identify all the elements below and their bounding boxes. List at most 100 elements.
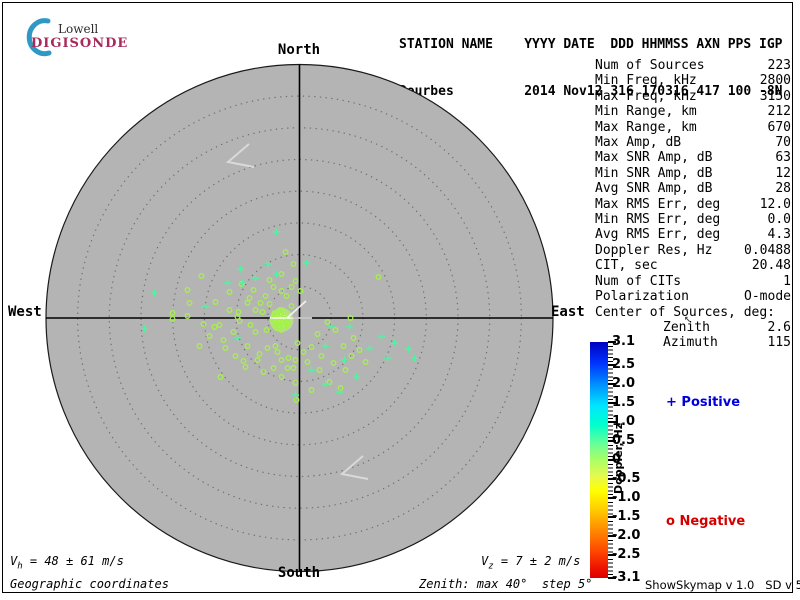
source-point-o <box>284 365 291 371</box>
colorbar-major-tick <box>608 341 616 343</box>
center-marker-line <box>286 300 307 319</box>
source-point-o <box>272 343 279 349</box>
logo-product: DIGISONDE <box>31 36 129 51</box>
source-point-+ <box>328 323 335 331</box>
stat-row: Num of Sources 223 <box>595 58 791 73</box>
source-point-o <box>326 379 333 385</box>
colorbar-major-tick <box>608 383 616 385</box>
source-point-o <box>273 325 280 331</box>
stat-label: Num of CITs <box>595 273 682 289</box>
source-point-+ <box>341 356 348 364</box>
source-point-+ <box>308 366 315 374</box>
source-point-+ <box>202 303 209 311</box>
source-point-o <box>260 369 267 375</box>
source-point-+ <box>273 270 280 278</box>
source-point-+ <box>273 228 280 236</box>
stat-row: Min SNR Amp, dB 12 <box>595 166 791 181</box>
source-point-o <box>242 364 249 370</box>
source-point-o <box>250 287 257 293</box>
source-point-o <box>200 321 207 327</box>
source-point-o <box>254 357 261 363</box>
stat-row: Zenith 2.6 <box>595 320 791 335</box>
source-point-o <box>276 307 283 313</box>
source-point-o <box>348 353 355 359</box>
colorbar-major-tick <box>608 421 616 423</box>
source-point-o <box>279 307 286 313</box>
source-point-+ <box>322 380 329 388</box>
stat-label: Min Range, km <box>595 104 697 120</box>
source-point-o <box>184 313 191 319</box>
source-point-o <box>288 284 295 290</box>
source-point-o <box>211 324 218 330</box>
lowell-digisonde-logo: Lowell DIGISONDE <box>10 8 127 57</box>
center-of-sources-marker <box>270 300 312 319</box>
source-point-o <box>257 300 264 306</box>
colorbar-major-tick <box>608 459 616 461</box>
mouse-cursor-icon: ↖ <box>684 311 692 325</box>
source-point-o <box>274 349 281 355</box>
stat-row: Avg RMS Err, deg 4.3 <box>595 227 791 242</box>
stat-row: Doppler Res, Hz 0.0488 <box>595 243 791 258</box>
colorbar-tick-label: 0.5 <box>612 432 636 448</box>
stat-label: Azimuth <box>663 335 718 351</box>
source-point-+ <box>151 289 158 297</box>
colorbar-major-tick <box>608 402 616 404</box>
source-point-+ <box>239 279 246 287</box>
stat-row: Polarization O-mode <box>595 289 791 304</box>
source-point-+ <box>391 339 398 347</box>
source-point-o <box>375 274 382 280</box>
stat-value: 4.3 <box>767 227 791 243</box>
source-point-o <box>226 289 233 295</box>
stat-row: CIT, sec 20.48 <box>595 258 791 273</box>
source-point-o <box>283 323 290 329</box>
colorbar-tick-label: -1.5 <box>612 509 641 525</box>
source-point-o <box>198 273 205 279</box>
source-point-o <box>340 343 347 349</box>
colorbar-tick-label: -1.0 <box>612 490 641 506</box>
colorbar-tick-label: 0 <box>612 452 622 467</box>
source-point-o <box>212 299 219 305</box>
source-point-o <box>292 278 299 284</box>
colorbar-axis-label: Doppler, Hz <box>612 422 625 494</box>
source-point-+ <box>141 325 148 333</box>
source-point-+ <box>234 334 241 342</box>
stat-row: Min Freq, kHz 2800 <box>595 73 791 88</box>
colorbar-tick-label: 1.0 <box>612 413 636 429</box>
header-column-titles: STATION NAME YYYY DATE DDD HHMMSS AXN PP… <box>399 37 783 52</box>
source-point-o <box>263 327 270 333</box>
source-point-o <box>350 335 357 341</box>
source-point-o <box>266 301 273 307</box>
source-point-o <box>226 307 233 313</box>
stat-value: 63 <box>775 150 791 166</box>
stat-label: Doppler Res, Hz <box>595 242 713 258</box>
compass-label-south: South <box>277 565 321 581</box>
stat-label: Avg SNR Amp, dB <box>595 181 713 197</box>
source-point-o <box>304 359 311 365</box>
source-point-o <box>234 314 241 320</box>
stat-label: Max Amp, dB <box>595 135 682 151</box>
stat-label: Min RMS Err, deg <box>595 212 721 228</box>
source-point-o <box>318 353 325 359</box>
stat-value: 0.0488 <box>744 242 791 258</box>
stat-label: Max SNR Amp, dB <box>595 150 713 166</box>
source-point-o <box>269 316 276 322</box>
software-version-label: ShowSkymap v 1.0 SD v 5.1 <box>645 578 800 592</box>
source-point-+ <box>292 391 299 399</box>
source-point-o <box>252 329 259 335</box>
source-point-o <box>247 322 254 328</box>
legend-positive: + Positive <box>666 395 741 410</box>
source-point-o <box>290 365 297 371</box>
source-point-o <box>294 340 301 346</box>
source-point-o <box>271 310 278 316</box>
source-point-o <box>262 293 269 299</box>
stat-row: Max SNR Amp, dB 63 <box>595 150 791 165</box>
source-point-+ <box>252 274 259 282</box>
stat-label: Min SNR Amp, dB <box>595 165 713 181</box>
colorbar-tick-label: 1.5 <box>612 394 636 410</box>
source-point-+ <box>411 354 418 362</box>
source-point-o <box>278 357 285 363</box>
source-point-o <box>300 349 307 355</box>
source-point-+ <box>366 344 373 352</box>
source-point-o <box>264 345 271 351</box>
